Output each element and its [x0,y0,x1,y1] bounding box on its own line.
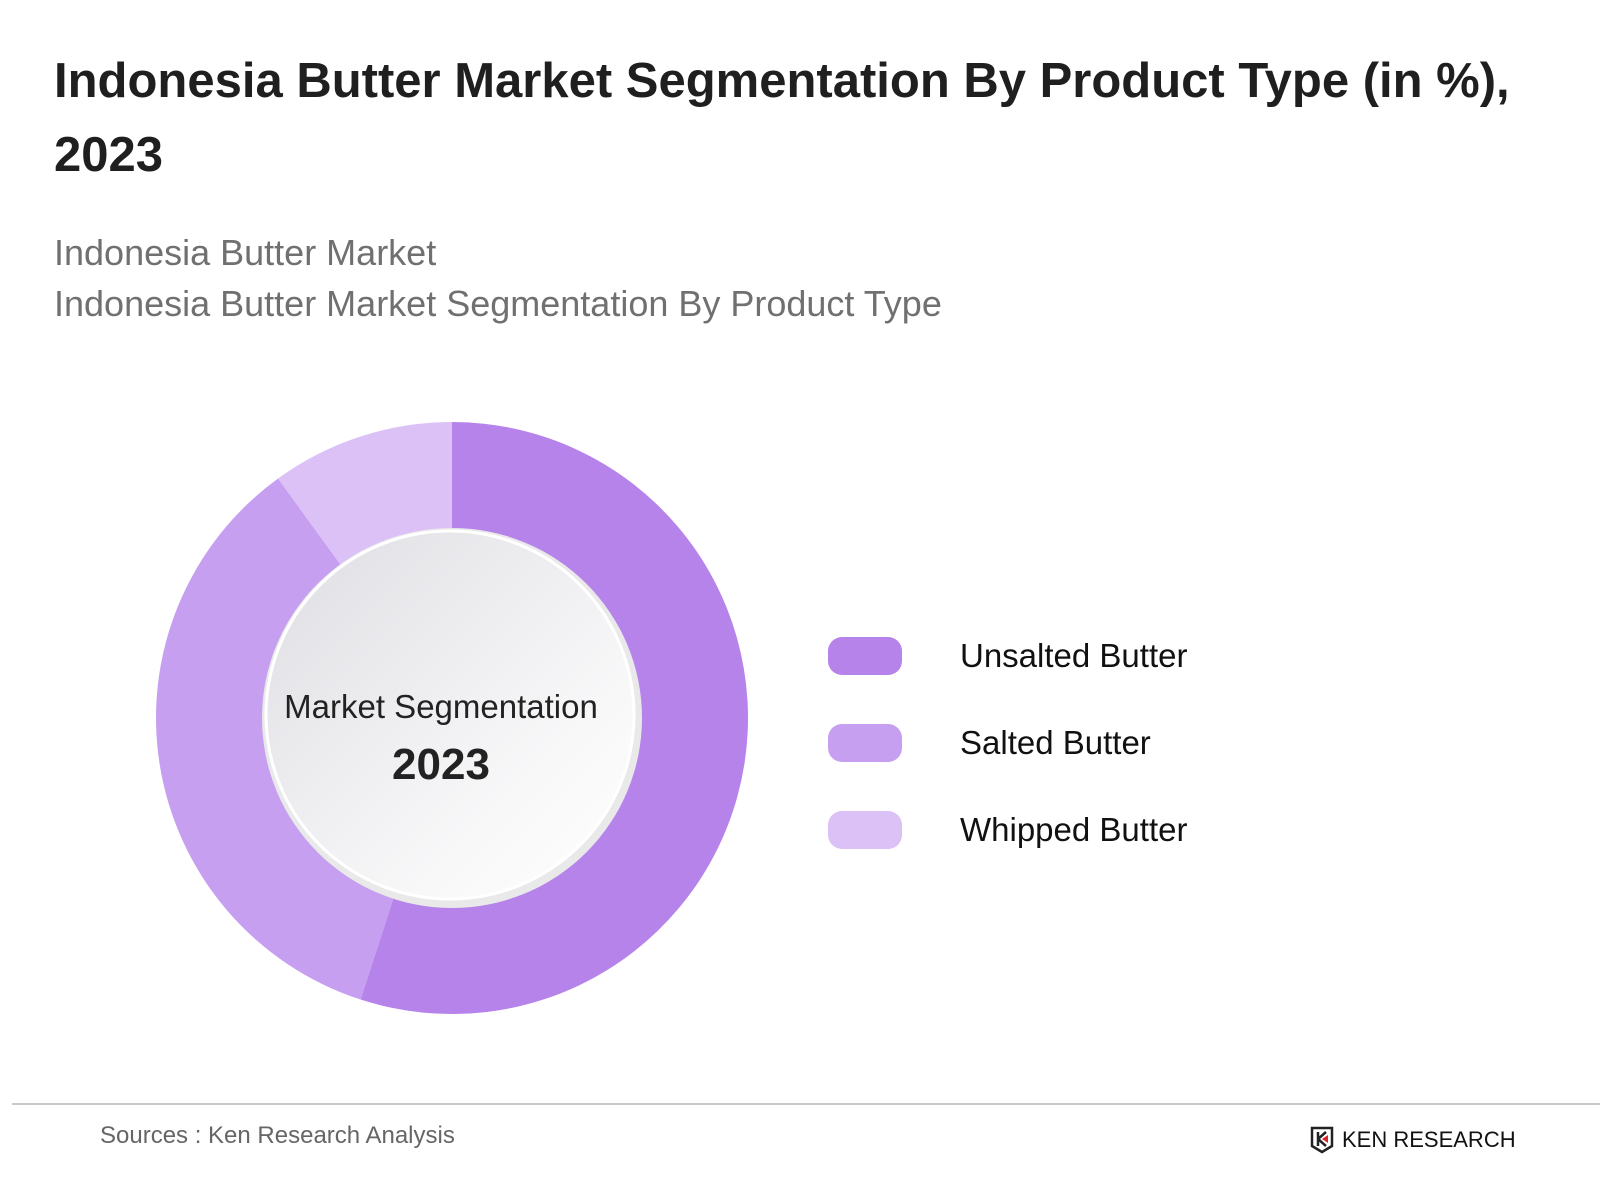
center-year: 2023 [392,740,490,789]
ken-logo-icon [1310,1126,1334,1154]
legend-item-unsalted: Unsalted Butter [828,612,1187,699]
legend-swatch [828,636,902,675]
subtitle-segmentation: Indonesia Butter Market Segmentation By … [54,283,942,324]
ken-research-logo: KEN RESEARCH [1310,1126,1516,1154]
donut-chart [155,422,748,1014]
legend-swatch [828,723,902,762]
legend-item-whipped: Whipped Butter [828,786,1187,873]
legend-item-salted: Salted Butter [828,699,1151,786]
slice-unsalted-butter [360,422,748,1014]
legend-label: Salted Butter [960,723,1151,761]
legend-label: Unsalted Butter [960,636,1188,674]
legend: Unsalted Butter Salted Butter Whipped Bu… [828,612,1187,873]
legend-swatch [828,810,902,849]
subtitle-market: Indonesia Butter Market [54,232,437,273]
center-disc [264,529,636,901]
legend-label: Whipped Butter [960,810,1188,848]
logo-text: KEN RESEARCH [1342,1127,1516,1152]
center-label: Market Segmentation [284,688,598,725]
source-note: Sources : Ken Research Analysis [100,1122,455,1149]
chart-title: Indonesia Butter Market Segmentation By … [54,54,1510,182]
footer-divider [12,1103,1600,1105]
